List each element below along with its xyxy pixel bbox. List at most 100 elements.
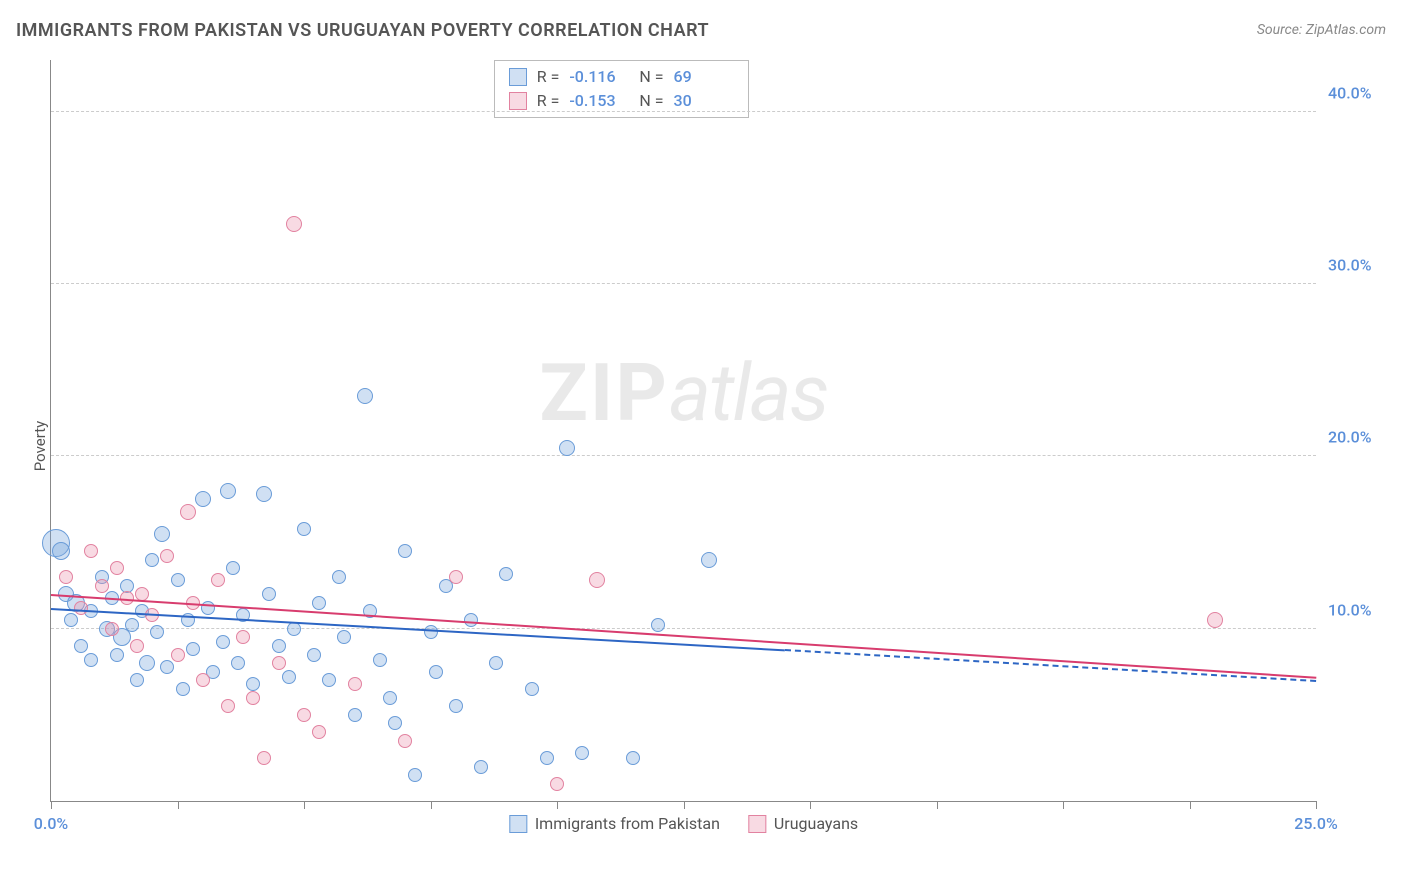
bubble-uruguay	[221, 699, 235, 713]
bubble-uruguay	[74, 601, 88, 615]
bubble-pakistan	[357, 388, 373, 404]
bubble-uruguay	[171, 648, 185, 662]
bubble-uruguay	[95, 579, 109, 593]
bubble-uruguay	[297, 708, 311, 722]
x-tick	[937, 801, 938, 809]
bubble-uruguay	[130, 639, 144, 653]
bubble-pakistan	[651, 618, 665, 632]
bubble-pakistan	[74, 639, 88, 653]
bubble-uruguay	[84, 544, 98, 558]
bubble-pakistan	[110, 648, 124, 662]
legend-r-value: -0.153	[569, 89, 629, 113]
y-tick-label: 40.0%	[1328, 83, 1372, 102]
legend-swatch	[509, 92, 527, 110]
bubble-pakistan	[216, 635, 230, 649]
bubble-uruguay	[272, 656, 286, 670]
x-tick-label: 25.0%	[1294, 814, 1338, 833]
bubble-pakistan	[84, 653, 98, 667]
bubble-pakistan	[231, 656, 245, 670]
bubble-uruguay	[286, 216, 302, 232]
x-tick	[178, 801, 179, 809]
bubble-pakistan	[575, 746, 589, 760]
bubble-pakistan	[337, 630, 351, 644]
bubble-uruguay	[312, 725, 326, 739]
watermark: ZIPatlas	[539, 346, 827, 440]
y-tick-label: 10.0%	[1328, 600, 1372, 619]
gridline	[51, 455, 1316, 456]
legend-r-label: R =	[537, 89, 560, 113]
legend-item: Immigrants from Pakistan	[509, 814, 720, 833]
bubble-uruguay	[257, 751, 271, 765]
bubble-pakistan	[408, 768, 422, 782]
bubble-pakistan	[220, 483, 236, 499]
bubble-uruguay	[246, 691, 260, 705]
bubble-uruguay	[449, 570, 463, 584]
source-text: Source: ZipAtlas.com	[1257, 22, 1386, 38]
bubble-pakistan	[186, 642, 200, 656]
gridline	[51, 628, 1316, 629]
bubble-pakistan	[226, 561, 240, 575]
x-tick	[810, 801, 811, 809]
bubble-uruguay	[550, 777, 564, 791]
bubble-pakistan	[150, 625, 164, 639]
x-tick	[1316, 801, 1317, 809]
legend-label: Immigrants from Pakistan	[535, 814, 720, 833]
bubble-uruguay	[196, 673, 210, 687]
bubble-pakistan	[145, 553, 159, 567]
legend-n-label: N =	[639, 65, 663, 89]
bubble-uruguay	[589, 572, 605, 588]
bubble-pakistan	[383, 691, 397, 705]
bubble-uruguay	[59, 570, 73, 584]
bubble-pakistan	[332, 570, 346, 584]
bubble-pakistan	[373, 653, 387, 667]
trendline	[785, 649, 1316, 682]
correlation-legend: R =-0.116N =69R =-0.153N =30	[494, 60, 749, 118]
gridline	[51, 283, 1316, 284]
legend-r-value: -0.116	[569, 65, 629, 89]
plot-region: ZIPatlas R =-0.116N =69R =-0.153N =30 Im…	[50, 60, 1316, 802]
x-tick	[304, 801, 305, 809]
bubble-pakistan	[499, 567, 513, 581]
bubble-pakistan	[348, 708, 362, 722]
x-tick	[1063, 801, 1064, 809]
legend-n-label: N =	[639, 89, 663, 113]
legend-n-value: 30	[674, 89, 734, 113]
bubble-pakistan	[701, 552, 717, 568]
y-axis-label: Poverty	[31, 421, 49, 471]
legend-swatch	[509, 815, 527, 833]
bubble-pakistan	[256, 486, 272, 502]
bubble-pakistan	[262, 587, 276, 601]
bubble-pakistan	[307, 648, 321, 662]
series-legend: Immigrants from Pakistan Uruguayans	[509, 814, 858, 833]
bubble-pakistan	[176, 682, 190, 696]
bubble-pakistan	[64, 613, 78, 627]
bubble-pakistan	[246, 677, 260, 691]
bubble-pakistan	[398, 544, 412, 558]
bubble-pakistan	[474, 760, 488, 774]
bubble-pakistan	[160, 660, 174, 674]
gridline	[51, 111, 1316, 112]
bubble-pakistan	[449, 699, 463, 713]
bubble-pakistan	[282, 670, 296, 684]
x-tick	[684, 801, 685, 809]
x-tick	[51, 801, 52, 809]
chart-area: Poverty ZIPatlas R =-0.116N =69R =-0.153…	[50, 60, 1376, 832]
chart-title: IMMIGRANTS FROM PAKISTAN VS URUGUAYAN PO…	[16, 20, 709, 41]
bubble-pakistan	[388, 716, 402, 730]
bubble-pakistan	[125, 618, 139, 632]
y-tick-label: 20.0%	[1328, 428, 1372, 447]
bubble-pakistan	[195, 491, 211, 507]
bubble-pakistan	[171, 573, 185, 587]
bubble-pakistan	[626, 751, 640, 765]
legend-r-label: R =	[537, 65, 560, 89]
bubble-pakistan	[322, 673, 336, 687]
x-tick	[557, 801, 558, 809]
bubble-uruguay	[110, 561, 124, 575]
bubble-uruguay	[105, 622, 119, 636]
legend-label: Uruguayans	[774, 814, 858, 833]
bubble-pakistan	[429, 665, 443, 679]
bubble-pakistan	[424, 625, 438, 639]
legend-swatch	[748, 815, 766, 833]
bubble-pakistan	[52, 542, 70, 560]
bubble-pakistan	[540, 751, 554, 765]
